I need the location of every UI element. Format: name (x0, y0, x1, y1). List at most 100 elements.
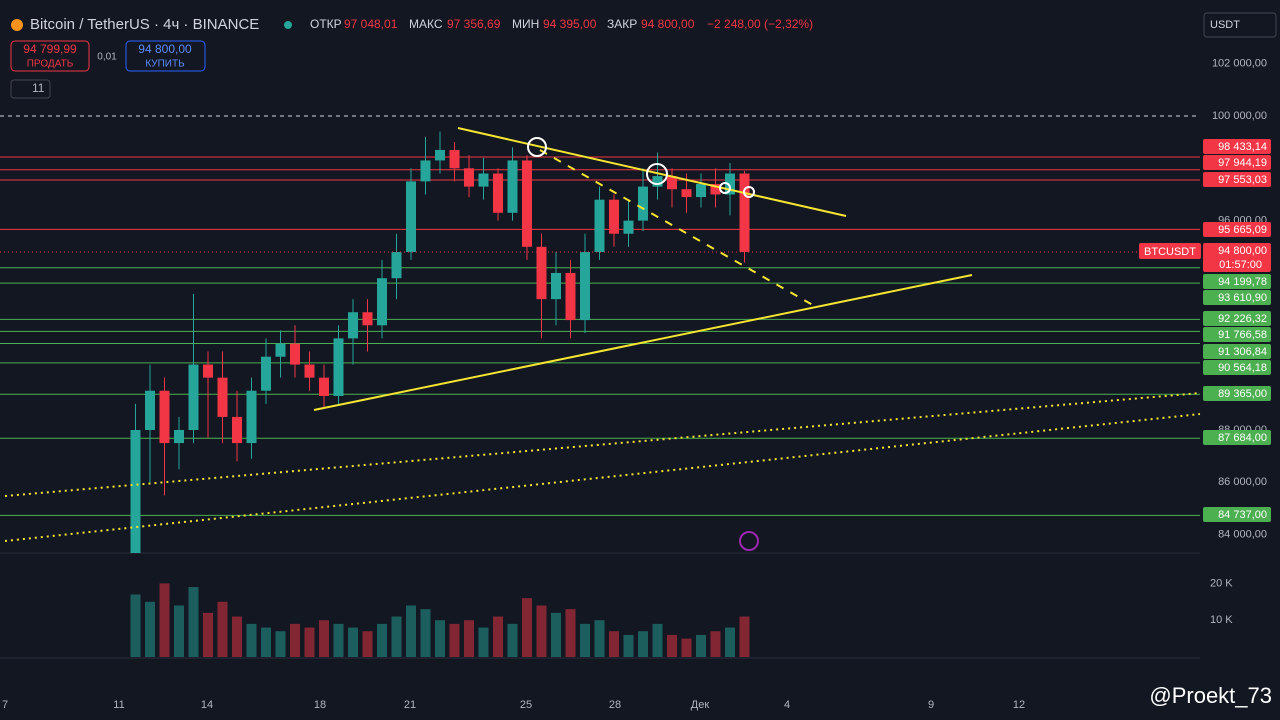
candle-body (667, 176, 677, 190)
volume-bar (290, 623, 300, 657)
volume-bar (420, 609, 431, 657)
level-label: 90 564,18 (1218, 362, 1267, 374)
candle-body (130, 429, 141, 553)
level-tag (1203, 274, 1271, 289)
level-tag (1203, 327, 1271, 342)
candle-body (435, 149, 445, 161)
candle-body (319, 377, 329, 396)
candle-body (493, 173, 503, 213)
candle-body (275, 343, 286, 357)
ohlc-label: МАКС (409, 17, 443, 31)
volume-bar (725, 627, 735, 657)
x-tick-label: 18 (314, 699, 326, 711)
level-label: 87 684,00 (1218, 432, 1267, 444)
candle-body (580, 252, 590, 321)
level-label: 84 737,00 (1218, 509, 1267, 521)
candle-body (217, 377, 228, 417)
trend-line (457, 127, 847, 217)
candle-body (145, 390, 155, 430)
volume-bar (580, 623, 590, 657)
ohlc-label: МИН (512, 17, 539, 31)
level-label: 91 306,84 (1218, 346, 1267, 358)
candle-body (739, 173, 750, 253)
x-tick-label: 9 (928, 699, 934, 711)
candle-body (696, 183, 706, 198)
level-tag (1203, 172, 1271, 187)
volume-bar (739, 616, 750, 657)
sell-button[interactable] (10, 40, 90, 72)
indicators-toggle[interactable] (10, 79, 51, 99)
level-label: 89 365,00 (1218, 388, 1267, 400)
symbol-tag (1139, 243, 1201, 259)
candle-body (449, 149, 460, 169)
x-tick-label: 25 (520, 699, 532, 711)
last-price-tag (1203, 243, 1271, 272)
volume-bar (203, 612, 213, 657)
volume-bar (319, 620, 329, 657)
candle-body (594, 199, 605, 253)
candle-body (565, 272, 576, 321)
alert-icon[interactable] (739, 531, 759, 551)
x-tick-label: 11 (113, 699, 124, 711)
level-tag (1203, 311, 1271, 326)
level-label: 92 226,32 (1218, 313, 1267, 325)
volume-bar (145, 601, 155, 657)
volume-bar (232, 616, 242, 657)
x-tick-label: 4 (784, 699, 790, 711)
candle-body (478, 173, 489, 187)
volume-bar (609, 631, 619, 657)
candle-body (681, 189, 692, 198)
coin-icon (11, 19, 23, 31)
volume-tick-label: 20 K (1210, 577, 1233, 589)
indicators-count: 11 (32, 81, 45, 95)
candle-body (710, 183, 721, 195)
volume-bar (174, 605, 184, 657)
candle-body (232, 416, 242, 444)
volume-bar (275, 631, 286, 657)
candle-body (406, 181, 416, 253)
candle-body (333, 338, 344, 396)
level-label: 91 766,58 (1218, 329, 1267, 341)
volume-bar (304, 627, 315, 657)
volume-bar (536, 605, 547, 657)
volume-bar (478, 627, 489, 657)
currency-select[interactable] (1203, 12, 1277, 38)
volume-bar (435, 620, 445, 657)
sell-label: ПРОДАТЬ (27, 59, 74, 70)
x-tick-label: 12 (1013, 699, 1025, 711)
currency: USDT (1210, 19, 1240, 31)
candle-body (638, 186, 648, 221)
y-tick-label: 84 000,00 (1218, 529, 1267, 541)
ohlc-value: 94 395,00 (543, 17, 597, 31)
volume-bar (333, 623, 344, 657)
ohlc-label: ОТКР (310, 17, 342, 31)
volume-bar (406, 605, 416, 657)
candle-body (174, 429, 184, 444)
level-label: 95 665,09 (1218, 224, 1267, 236)
candle-body (464, 168, 474, 187)
candle-body (246, 390, 257, 444)
volume-bar (652, 623, 663, 657)
volume-bar (623, 634, 634, 657)
sell-price: 94 799,99 (23, 42, 77, 56)
candle-body (507, 160, 518, 213)
volume-bar (638, 631, 648, 657)
level-tag (1203, 139, 1271, 154)
y-tick-label: 102 000,00 (1212, 58, 1267, 70)
volume-bar (464, 620, 474, 657)
candle-body (304, 364, 315, 378)
trend-line (4, 392, 1201, 497)
buy-button[interactable] (125, 40, 206, 72)
volume-bar (159, 583, 170, 657)
volume-bar (507, 623, 518, 657)
volume-bar (522, 598, 532, 657)
spread: 0,01 (97, 52, 117, 63)
buy-price: 94 800,00 (138, 42, 192, 56)
x-tick-label: 28 (609, 699, 621, 711)
volume-bar (594, 620, 605, 657)
y-tick-label: 86 000,00 (1218, 476, 1267, 488)
x-tick-label: Дек (691, 699, 710, 711)
candle-body (551, 272, 561, 300)
